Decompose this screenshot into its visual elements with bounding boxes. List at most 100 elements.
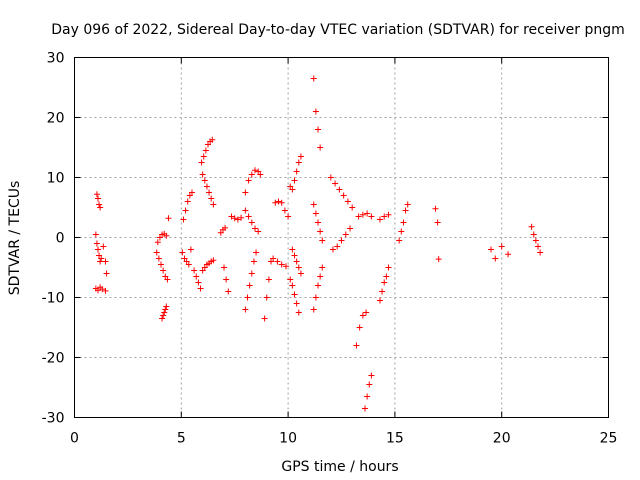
points-layer xyxy=(92,75,544,412)
data-point xyxy=(158,261,165,268)
data-point xyxy=(381,213,388,220)
data-point xyxy=(291,177,298,184)
data-point xyxy=(222,224,229,231)
series-arc-12a xyxy=(327,174,356,211)
data-point xyxy=(364,210,371,217)
data-point xyxy=(160,267,167,274)
series-arc-5c xyxy=(191,267,204,292)
data-point xyxy=(295,159,302,166)
data-point xyxy=(317,144,324,151)
data-point xyxy=(159,315,166,322)
data-point xyxy=(187,246,194,253)
data-point xyxy=(315,219,322,226)
series-arc-7b xyxy=(221,264,232,295)
data-point xyxy=(356,324,363,331)
data-point xyxy=(329,246,336,253)
data-point xyxy=(164,276,171,283)
x-tick-label: 10 xyxy=(279,431,297,447)
series-arc-8a xyxy=(242,167,264,196)
series-arc-1.1c xyxy=(92,270,110,294)
series-arc-7a xyxy=(217,224,229,236)
data-point xyxy=(253,249,260,256)
series-arc-14b xyxy=(376,211,392,223)
data-point xyxy=(312,294,319,301)
data-point xyxy=(185,261,192,268)
series-arc-6b xyxy=(199,171,217,208)
data-point xyxy=(289,282,296,289)
data-point xyxy=(498,243,505,250)
data-point xyxy=(238,214,245,221)
data-point xyxy=(191,267,198,274)
data-point xyxy=(248,171,255,178)
data-point xyxy=(505,251,512,258)
data-point xyxy=(198,159,205,166)
series-arc-15a xyxy=(396,201,411,244)
data-point xyxy=(432,205,439,212)
series-arc-13c xyxy=(355,210,375,220)
data-point xyxy=(102,258,109,265)
data-point xyxy=(289,186,296,193)
data-point xyxy=(291,291,298,298)
data-point xyxy=(188,189,195,196)
series-arc-4c xyxy=(159,215,172,322)
data-point xyxy=(368,213,375,220)
series-arc-6a xyxy=(198,136,216,166)
tick-layer: 0 5 10 15 20 25 -30 -20 -10 0 10 20 30 xyxy=(42,51,618,447)
data-point xyxy=(319,237,326,244)
data-point xyxy=(535,243,542,250)
series-arc-21 xyxy=(528,223,544,256)
data-point xyxy=(193,273,200,280)
data-point xyxy=(162,306,169,313)
data-point xyxy=(225,288,232,295)
data-point xyxy=(94,246,101,253)
data-point xyxy=(435,256,442,263)
data-point xyxy=(287,276,294,283)
x-tick-label: 0 xyxy=(70,431,79,447)
y-tick-label: 0 xyxy=(56,231,65,247)
y-tick-label: 10 xyxy=(47,171,65,187)
data-point xyxy=(97,258,104,265)
data-point xyxy=(248,219,255,226)
series-arc-9c xyxy=(270,255,289,270)
data-point xyxy=(250,258,257,265)
data-point xyxy=(289,246,296,253)
data-point xyxy=(361,405,368,412)
data-point xyxy=(528,223,535,230)
series-arc-5b xyxy=(179,246,194,268)
series-arc-13a xyxy=(353,309,370,349)
y-axis-label: SDTVAR / TECUs xyxy=(7,181,23,296)
data-point xyxy=(353,342,360,349)
data-point xyxy=(228,213,235,220)
data-point xyxy=(319,264,326,271)
data-point xyxy=(197,285,204,292)
data-point xyxy=(376,297,383,304)
data-point xyxy=(231,215,238,222)
data-point xyxy=(275,198,282,205)
data-point xyxy=(488,246,495,253)
x-tick-label: 15 xyxy=(386,431,404,447)
x-tick-label: 25 xyxy=(600,431,618,447)
data-point xyxy=(248,270,255,277)
data-point xyxy=(385,264,392,271)
data-point xyxy=(209,136,216,143)
data-point xyxy=(242,189,249,196)
data-point xyxy=(200,153,207,160)
x-tick-label: 20 xyxy=(493,431,511,447)
data-point xyxy=(530,231,537,238)
data-point xyxy=(160,312,167,319)
data-point xyxy=(245,213,252,220)
data-point xyxy=(93,191,100,198)
x-axis-label: GPS time / hours xyxy=(281,459,398,475)
series-arc-10b xyxy=(287,276,302,316)
data-point xyxy=(315,126,322,133)
data-point xyxy=(385,211,392,218)
data-point xyxy=(327,174,334,181)
data-point xyxy=(163,303,170,310)
data-point xyxy=(342,231,349,238)
series-arc-5a xyxy=(180,189,195,223)
data-point xyxy=(291,252,298,259)
data-point xyxy=(364,393,371,400)
data-point xyxy=(199,171,206,178)
data-point xyxy=(338,237,345,244)
